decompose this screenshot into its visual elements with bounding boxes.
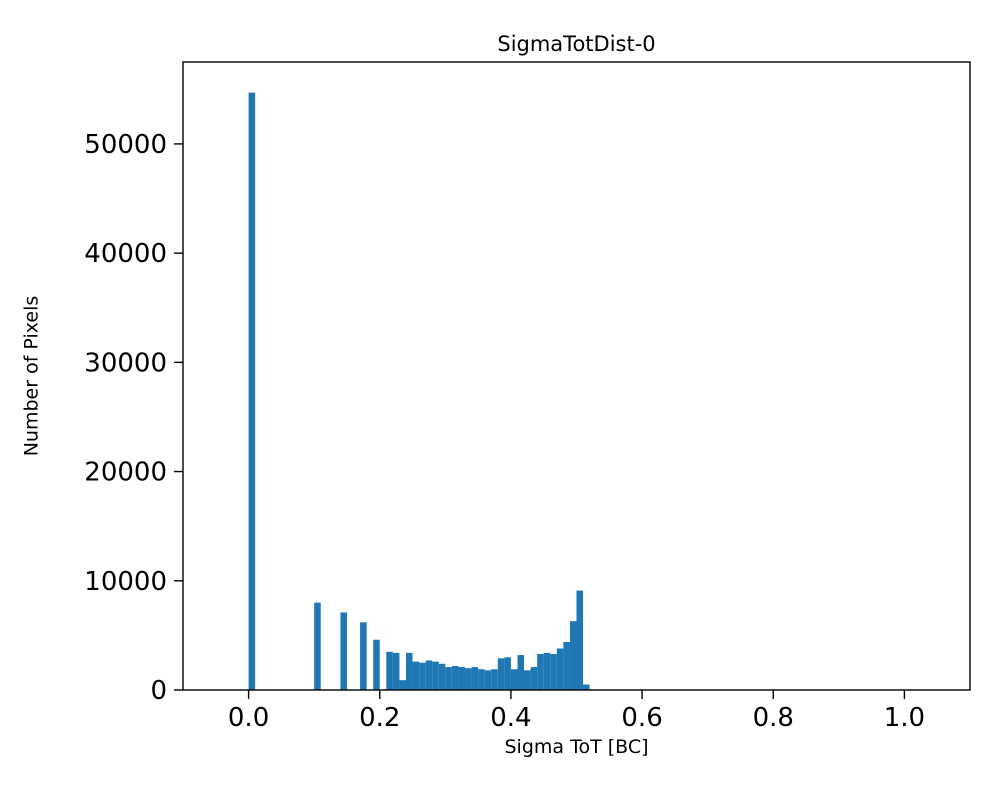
histogram-bar [425, 660, 433, 690]
histogram-bar [524, 670, 531, 690]
histogram-bar [451, 665, 459, 690]
y-tick-label: 20000 [84, 458, 167, 488]
histogram-bar [583, 684, 590, 690]
histogram-bar [556, 648, 564, 690]
histogram-bar [405, 652, 413, 690]
histogram-bar [484, 670, 492, 690]
histogram-bar [438, 663, 446, 690]
histogram-bar [569, 621, 577, 690]
histogram-bar [373, 639, 380, 690]
histogram-bar [576, 590, 584, 690]
histogram-bar [471, 667, 479, 690]
histogram-bar [478, 669, 485, 690]
histogram-bar [465, 668, 472, 690]
histogram-bar [504, 657, 511, 690]
histogram-bar [543, 652, 551, 690]
histogram-bar [340, 612, 347, 690]
histogram-bar [386, 651, 393, 690]
y-tick-label: 10000 [84, 567, 167, 597]
x-tick-label: 0.6 [621, 703, 662, 733]
x-tick-label: 0.2 [359, 703, 400, 733]
x-tick-label: 0.4 [490, 703, 531, 733]
histogram-bar [412, 661, 420, 690]
histogram-bar [458, 667, 466, 690]
histogram-bar [314, 602, 321, 690]
x-tick-label: 0.8 [753, 703, 794, 733]
histogram-bar [491, 669, 498, 690]
histogram-bar [392, 652, 400, 690]
y-tick-label: 0 [150, 676, 167, 706]
x-axis-label: Sigma ToT [BC] [504, 736, 649, 758]
histogram-bar [517, 655, 525, 690]
y-tick-label: 50000 [84, 130, 167, 160]
histogram-bar [510, 669, 518, 690]
histogram-bar [360, 622, 367, 690]
histogram-bar [445, 667, 452, 690]
chart-title: SigmaTotDist-0 [497, 32, 656, 56]
histogram-bar [399, 680, 406, 690]
histogram-bar [248, 92, 256, 690]
axes-spines [182, 61, 971, 691]
y-tick-label: 30000 [84, 348, 167, 378]
x-tick-label: 1.0 [884, 703, 925, 733]
histogram-bar [497, 658, 505, 690]
histogram-bar [419, 662, 426, 690]
histogram-bar [563, 641, 570, 690]
histogram-bar [432, 661, 439, 690]
y-tick-label: 40000 [84, 239, 167, 269]
y-axis-label: Number of Pixels [20, 295, 43, 457]
histogram-bar [550, 653, 557, 690]
histogram-bar [530, 667, 538, 690]
histogram-bar [537, 653, 544, 690]
x-tick-label: 0.0 [228, 703, 269, 733]
